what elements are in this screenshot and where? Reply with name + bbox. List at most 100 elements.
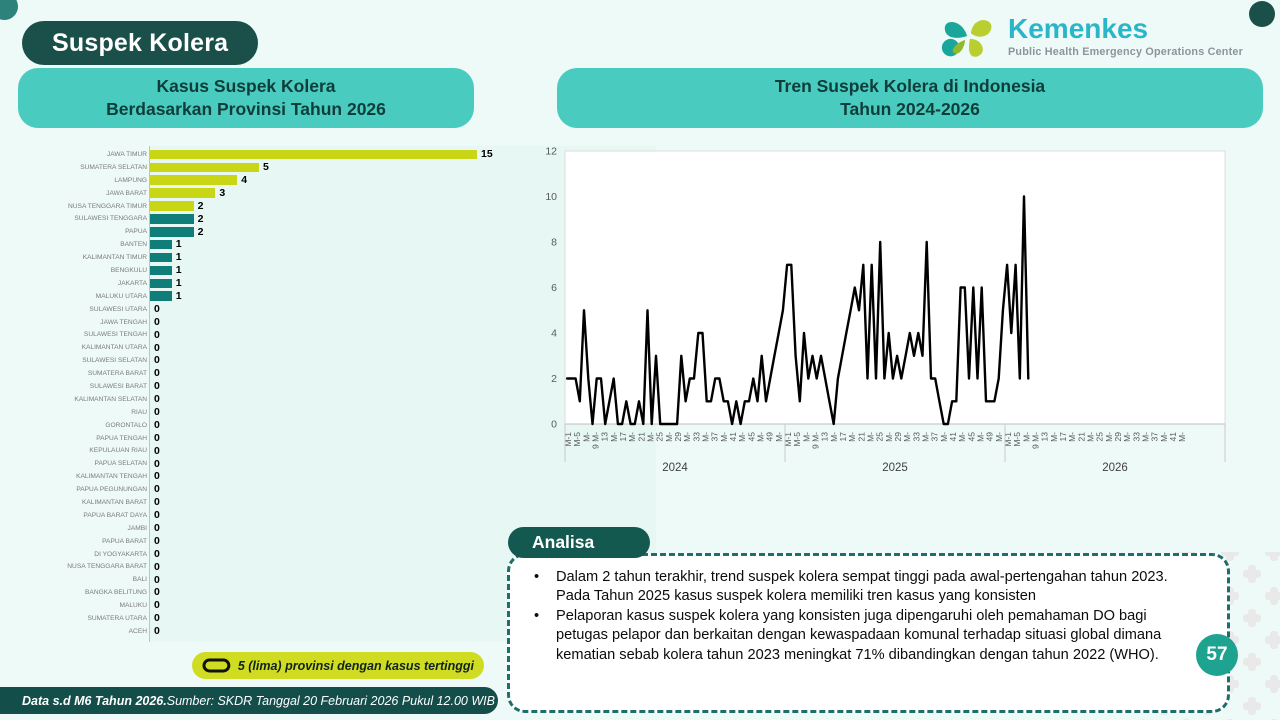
- year-label: 2024: [662, 462, 688, 474]
- x-tick-label: 9 M-: [811, 432, 821, 449]
- bar-row: SULAWESI BARAT 0: [0, 380, 520, 393]
- bar-value-label: 0: [154, 599, 160, 612]
- bar-value-label: 0: [154, 380, 160, 393]
- province-label: PAPUA PEGUNUNGAN: [76, 485, 147, 494]
- x-tick-label: 33: [1131, 432, 1141, 442]
- bar-row: GORONTALO 0: [0, 419, 520, 432]
- analysis-header-pill: Analisa: [508, 527, 650, 558]
- bar-chart-title-line1: Kasus Suspek Kolera: [156, 75, 336, 96]
- x-tick-label: M-: [581, 432, 591, 442]
- province-bar: [150, 149, 477, 160]
- bar-value-label: 4: [241, 173, 248, 186]
- province-label: DI YOGYAKARTA: [94, 550, 147, 558]
- x-tick-label: 45: [746, 432, 756, 442]
- bar-row: JAWA TENGAH 0: [0, 316, 520, 329]
- province-label: MALUKU: [119, 601, 147, 610]
- bullet-dot: •: [534, 569, 540, 585]
- footer-data-period: Data s.d M6 Tahun 2026.: [22, 693, 167, 708]
- x-tick-label: M-: [1177, 432, 1187, 442]
- x-tick-label: M-: [701, 432, 711, 442]
- x-tick-label: M-: [774, 432, 784, 442]
- corner-dot-right-icon: [1249, 1, 1275, 27]
- province-label: KALIMANTAN TENGAH: [76, 473, 147, 481]
- bar-value-label: 15: [481, 148, 493, 161]
- x-tick-label: M-5: [792, 432, 802, 447]
- province-label: SUMATERA UTARA: [87, 614, 147, 623]
- x-tick-label: M-: [1159, 432, 1169, 442]
- x-tick-label: 33: [691, 432, 701, 442]
- x-tick-label: 17: [838, 432, 848, 442]
- x-tick-label: M-: [756, 432, 766, 442]
- province-label: JAWA BARAT: [106, 189, 147, 197]
- x-tick-label: M-: [1122, 432, 1132, 442]
- province-label: KALIMANTAN UTARA: [81, 344, 147, 352]
- bullet-dot: •: [534, 607, 540, 624]
- x-tick-label: 9 M-: [591, 432, 601, 449]
- province-label: JAKARTA: [117, 279, 147, 287]
- x-tick-label: 25: [655, 432, 665, 442]
- x-tick-label: M-1: [563, 432, 573, 447]
- province-bar: [150, 214, 194, 224]
- province-label: JAWA TENGAH: [100, 318, 147, 326]
- bar-value-label: 0: [154, 560, 160, 573]
- province-label: JAWA TIMUR: [106, 150, 147, 159]
- x-tick-label: M-: [646, 432, 656, 442]
- x-tick-label: M-: [1104, 432, 1114, 442]
- x-tick-label: 21: [1076, 432, 1086, 442]
- province-label: BANTEN: [120, 241, 147, 249]
- x-tick-label: M-: [994, 432, 1004, 442]
- bar-chart-axis-line: [149, 146, 150, 642]
- bar-row: SUMATERA UTARA 0: [0, 612, 520, 625]
- y-tick-label: 0: [551, 419, 557, 431]
- y-tick-label: 4: [551, 328, 557, 340]
- bar-row: JAKARTA 1: [0, 277, 520, 290]
- bar-value-label: 5: [263, 161, 269, 174]
- line-chart-header: Tren Suspek Kolera di Indonesia Tahun 20…: [557, 68, 1263, 128]
- province-label: RIAU: [131, 408, 147, 416]
- x-tick-label: M-: [1049, 432, 1059, 442]
- province-bar: [150, 201, 194, 211]
- x-tick-label: 25: [1095, 432, 1105, 442]
- x-tick-label: M-: [957, 432, 967, 442]
- page-number-badge: 57: [1196, 634, 1238, 676]
- x-tick-label: M-: [1086, 432, 1096, 442]
- province-label: SULAWESI TENGGARA: [74, 215, 147, 223]
- x-tick-label: M-: [801, 432, 811, 442]
- x-tick-label: M-: [627, 432, 637, 442]
- x-tick-label: 37: [930, 432, 940, 442]
- x-tick-label: 29: [1113, 432, 1123, 442]
- bar-value-label: 1: [175, 251, 182, 264]
- corner-dot-left-icon: [0, 0, 18, 20]
- province-label: LAMPUNG: [114, 176, 147, 184]
- page-title: Suspek Kolera: [22, 21, 259, 65]
- kemenkes-clover-icon: [941, 20, 992, 57]
- bar-value-label: 0: [154, 573, 160, 586]
- y-tick-label: 12: [545, 146, 557, 158]
- top5-legend: 5 (lima) provinsi dengan kasus tertinggi: [192, 652, 484, 679]
- province-bar: [150, 188, 216, 198]
- province-label: BALI: [132, 576, 147, 584]
- bar-row: RIAU 0: [0, 406, 520, 419]
- x-tick-label: 21: [856, 432, 866, 442]
- bar-value-label: 1: [175, 264, 182, 277]
- analysis-bullet-2-text: Pelaporan kasus suspek kolera yang konsi…: [556, 607, 1162, 663]
- x-tick-label: 13: [820, 432, 830, 442]
- province-bar: [150, 162, 259, 173]
- bar-row: PAPUA BARAT 0: [0, 535, 520, 548]
- province-label: SULAWESI SELATAN: [82, 357, 147, 365]
- bar-value-label: 0: [154, 406, 160, 418]
- bar-value-label: 1: [175, 238, 182, 251]
- y-tick-label: 10: [545, 191, 557, 203]
- analysis-bullet-1: • Dalam 2 tahun terakhir, trend suspek k…: [526, 568, 1201, 607]
- bar-value-label: 0: [154, 612, 160, 625]
- province-label: SUMATERA SELATAN: [80, 163, 147, 171]
- bar-value-label: 0: [154, 483, 160, 496]
- bar-row: SULAWESI TENGAH 0: [0, 328, 520, 341]
- province-bar: [150, 175, 238, 185]
- province-label: KALIMANTAN TIMUR: [82, 253, 147, 262]
- bar-row: DI YOGYAKARTA 0: [0, 548, 520, 561]
- x-tick-label: 41: [948, 432, 958, 442]
- footer-source-text: Sumber: SKDR Tanggal 20 Februari 2026 Pu…: [166, 693, 495, 708]
- province-label: PAPUA SELATAN: [94, 460, 147, 468]
- bar-value-label: 0: [154, 509, 160, 522]
